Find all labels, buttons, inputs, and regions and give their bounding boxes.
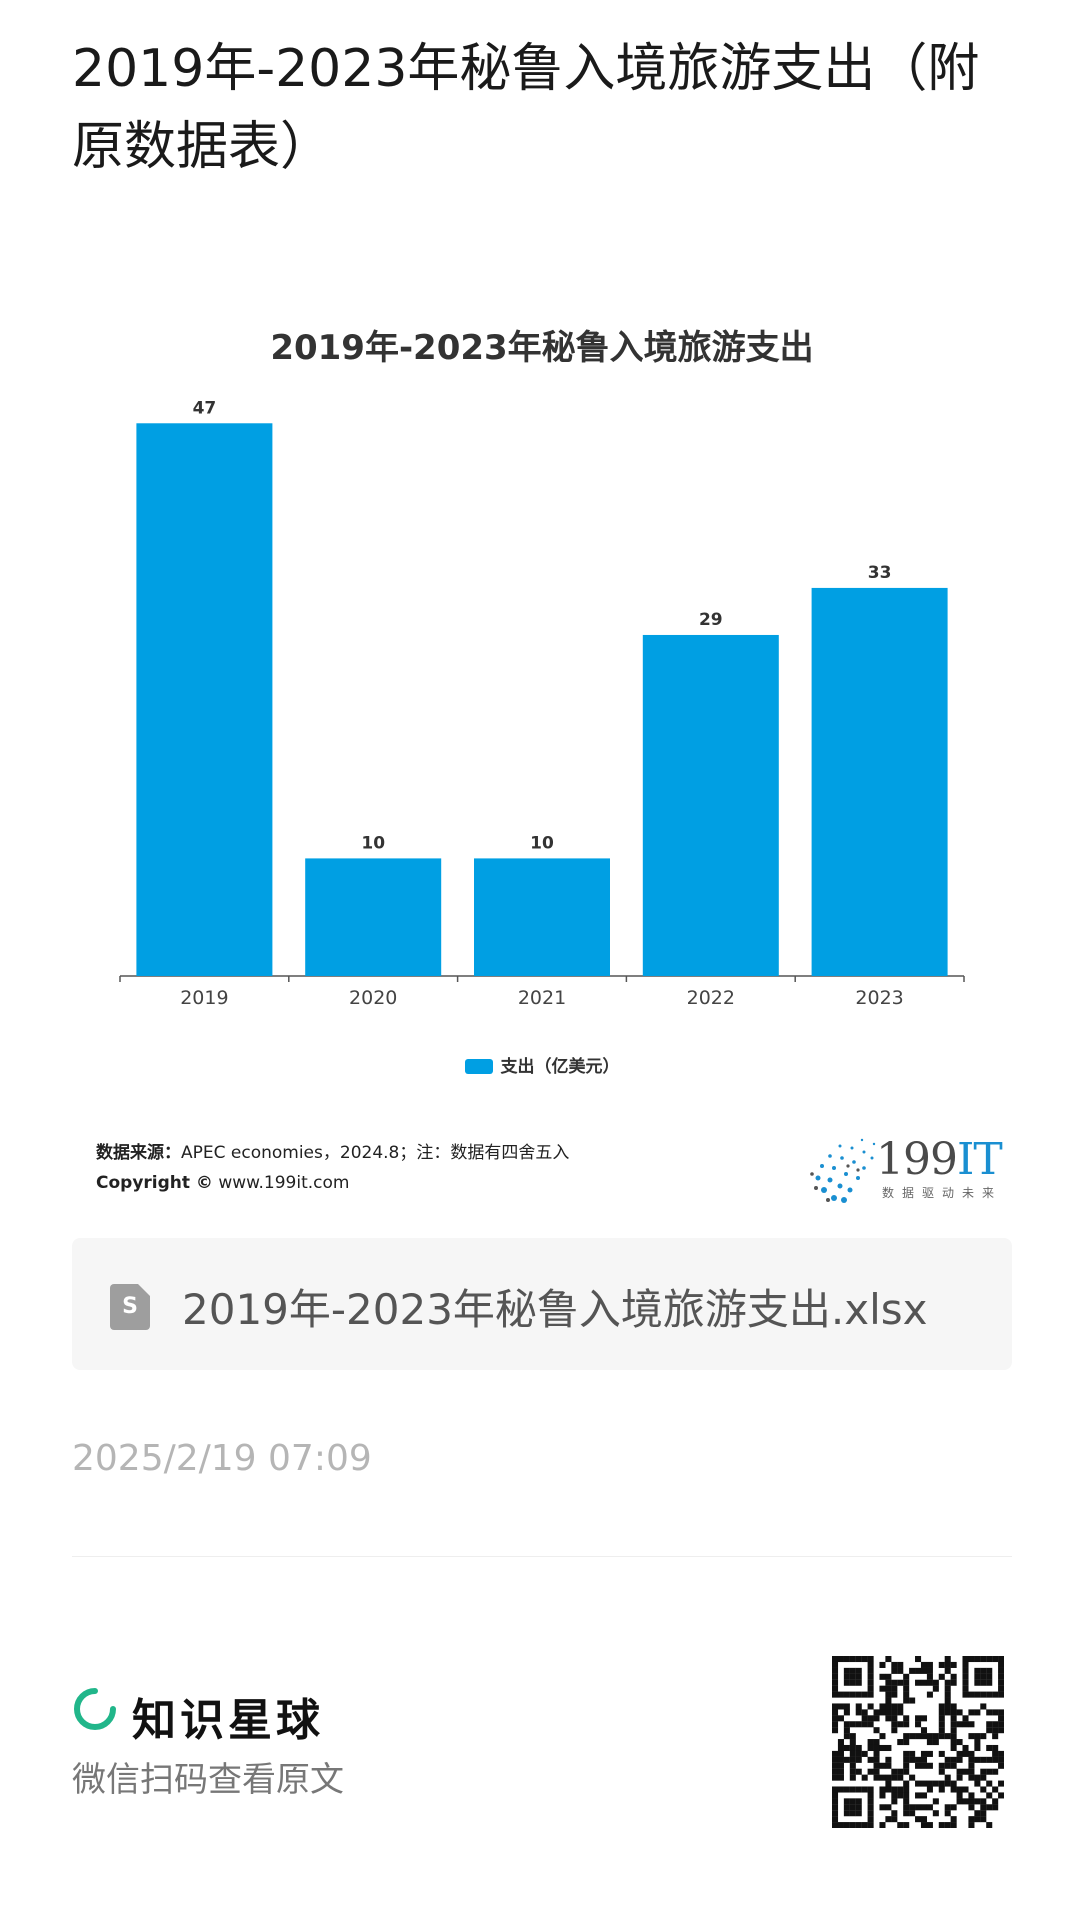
data-label-2023: 33 [868,563,892,583]
chart-image: 2019年-2023年秘鲁入境旅游支出 47 2019 10 2020 10 2021 29… [72,290,1012,1250]
chart-title: 2019年-2023年秘鲁入境旅游支出 [270,328,814,368]
data-source: 数据来源：APEC economies，2024.8；注：数据有四舍五入 Cop… [96,1138,569,1198]
bar-2021 [474,858,610,976]
source-label: 数据来源： [96,1143,181,1163]
attachment-file-name[interactable]: 2019年-2023年秘鲁入境旅游支出.xlsx [182,1285,928,1334]
divider [72,1556,1012,1557]
knowledge-planet-logo-icon [74,1688,116,1730]
legend-label: 支出（亿美元） [500,1057,620,1077]
page-title: 2019年-2023年秘鲁入境旅游支出（附原数据表） [72,39,980,177]
x-tick-label-2023: 2023 [855,987,903,1009]
bar-2020 [305,858,442,976]
chart-legend: 支出（亿美元） [72,1052,1012,1077]
bar-chart: 47 2019 10 2020 10 2021 29 2022 33 2023 [119,398,965,1009]
logo-tagline: 数据驱动未来 [882,1186,1003,1200]
x-tick-label-2019: 2019 [180,987,228,1009]
source-text: APEC economies，2024.8；注：数据有四舍五入 [181,1143,570,1163]
bar-2023 [811,587,948,976]
copyright-label: Copyright © [96,1173,213,1193]
data-label-2021: 10 [530,833,554,853]
bar-2019 [136,423,273,976]
legend-swatch [464,1059,493,1074]
copyright-site: www.199it.com [218,1173,350,1193]
data-label-2022: 29 [699,610,723,630]
attachment-file[interactable]: S 2019年-2023年秘鲁入境旅游支出.xlsx [72,1238,1012,1370]
x-tick-label-2022: 2022 [687,987,735,1009]
data-label-2019: 47 [193,398,217,418]
spreadsheet-file-icon: S [110,1284,150,1330]
bar-2022 [642,634,779,976]
logo-dots-icon [810,1138,876,1203]
x-tick-label-2020: 2020 [349,987,397,1009]
logo-text: 199 [876,1134,958,1185]
qr-code[interactable] [832,1656,1004,1828]
199it-logo: 199IT 数据驱动未来 [804,1128,1004,1208]
brand-name: 知识星球 [132,1695,324,1746]
x-tick-label-2021: 2021 [518,987,566,1009]
scan-hint: 微信扫码查看原文 [72,1760,344,1800]
logo-text-accent: IT [956,1134,1003,1185]
data-label-2020: 10 [361,833,385,853]
post-timestamp: 2025/2/19 07:09 [72,1438,372,1479]
